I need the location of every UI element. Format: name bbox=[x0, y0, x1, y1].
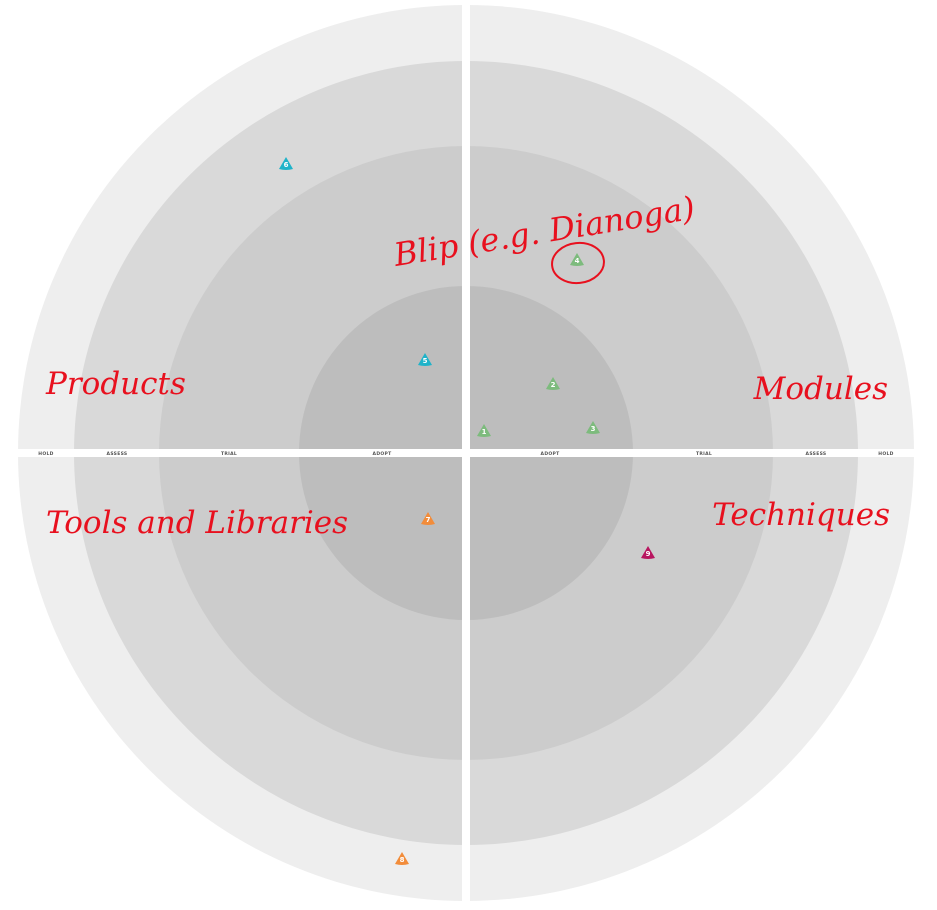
annotation-circle bbox=[551, 241, 605, 285]
blip-2-number: 2 bbox=[551, 381, 556, 389]
quadrant-label-techniques: Techniques bbox=[712, 497, 890, 533]
blip-9[interactable]: 9 bbox=[641, 546, 655, 559]
blip-2-marker bbox=[546, 377, 560, 390]
blip-4[interactable]: 4 bbox=[570, 253, 584, 266]
ring-label-right-adopt: ADOPT bbox=[541, 451, 561, 457]
blip-6-number: 6 bbox=[284, 161, 289, 169]
blip-6-marker bbox=[279, 157, 293, 170]
ring-label-right-trial: TRIAL bbox=[696, 451, 712, 457]
ring-label-right-hold: HOLD bbox=[878, 451, 893, 457]
blip-7-marker bbox=[421, 512, 435, 525]
blip-5[interactable]: 5 bbox=[418, 353, 432, 366]
blip-7[interactable]: 7 bbox=[421, 512, 435, 525]
quadrant-label-tools-and-libraries: Tools and Libraries bbox=[46, 505, 348, 541]
ring-label-right-assess: ASSESS bbox=[806, 451, 827, 457]
blip-9-number: 9 bbox=[646, 550, 651, 558]
blip-8-number: 8 bbox=[400, 856, 405, 864]
blip-3-marker bbox=[586, 421, 600, 434]
blip-4-number: 4 bbox=[575, 257, 580, 265]
blip-8-marker bbox=[395, 852, 409, 865]
quadrant-label-modules: Modules bbox=[753, 371, 888, 407]
blip-6[interactable]: 6 bbox=[279, 157, 293, 170]
ring-label-left-assess: ASSESS bbox=[107, 451, 128, 457]
divider-horizontal bbox=[0, 449, 937, 457]
blip-7-number: 7 bbox=[426, 516, 431, 524]
ring-label-left-adopt: ADOPT bbox=[373, 451, 393, 457]
blip-8[interactable]: 8 bbox=[395, 852, 409, 865]
quadrant-label-products: Products bbox=[45, 366, 186, 402]
blip-5-marker bbox=[418, 353, 432, 366]
blip-1-marker bbox=[477, 424, 491, 437]
blip-9-marker bbox=[641, 546, 655, 559]
blip-1[interactable]: 1 bbox=[477, 424, 491, 437]
ring-label-left-hold: HOLD bbox=[38, 451, 53, 457]
blip-4-marker bbox=[570, 253, 584, 266]
blip-5-number: 5 bbox=[423, 357, 428, 365]
ring-label-left-trial: TRIAL bbox=[221, 451, 237, 457]
blip-2[interactable]: 2 bbox=[546, 377, 560, 390]
blip-3-number: 3 bbox=[591, 425, 596, 433]
blip-3[interactable]: 3 bbox=[586, 421, 600, 434]
blip-1-number: 1 bbox=[482, 428, 487, 436]
